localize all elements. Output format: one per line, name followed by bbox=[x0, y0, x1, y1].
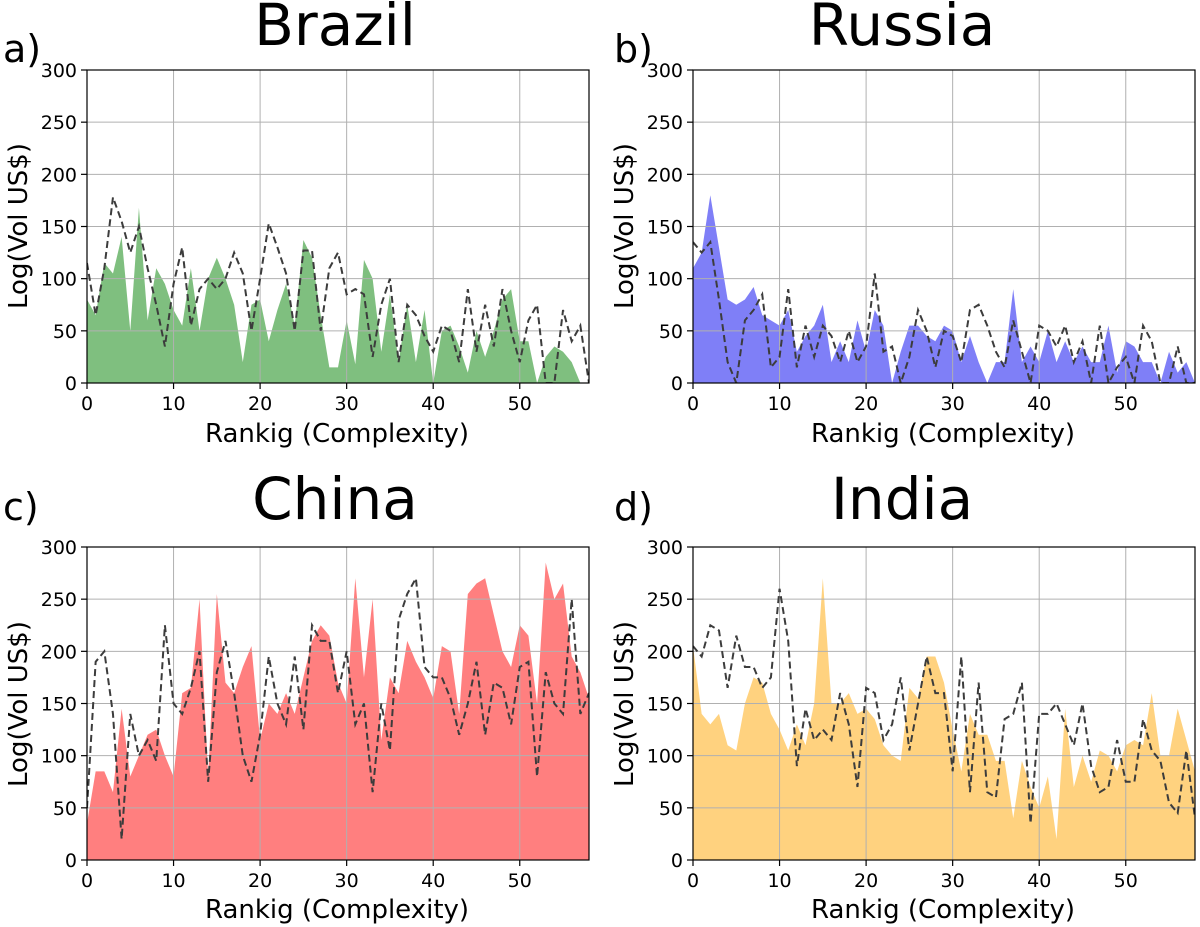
y-tick-label: 150 bbox=[41, 694, 77, 716]
x-tick-label: 30 bbox=[335, 393, 359, 415]
y-tick-label: 50 bbox=[53, 798, 77, 820]
panel-letter: b) bbox=[614, 27, 653, 71]
panel-letter: d) bbox=[614, 485, 653, 529]
x-tick-label: 30 bbox=[941, 870, 965, 892]
chart-title: India bbox=[831, 465, 973, 533]
y-tick-label: 300 bbox=[647, 537, 683, 559]
x-tick-label: 0 bbox=[81, 870, 93, 892]
y-tick-label: 100 bbox=[41, 269, 77, 291]
x-tick-label: 20 bbox=[248, 870, 272, 892]
x-tick-label: 40 bbox=[1027, 393, 1051, 415]
x-tick-label: 10 bbox=[161, 393, 185, 415]
area-series bbox=[693, 578, 1195, 860]
line-series bbox=[693, 588, 1195, 824]
y-tick-label: 200 bbox=[41, 164, 77, 186]
x-tick-label: 10 bbox=[767, 870, 791, 892]
y-tick-label: 0 bbox=[65, 850, 77, 872]
x-tick-label: 0 bbox=[81, 393, 93, 415]
y-tick-label: 50 bbox=[659, 321, 683, 343]
line-series bbox=[693, 239, 1195, 383]
x-tick-label: 30 bbox=[335, 870, 359, 892]
y-tick-label: 250 bbox=[647, 112, 683, 134]
x-tick-label: 20 bbox=[854, 870, 878, 892]
plot-area: 0 10 20 30 40 50 0 50 100 150 200 250 300 bbox=[647, 537, 1196, 892]
y-axis-label: Log(Vol US$) bbox=[4, 621, 34, 787]
x-tick-label: 40 bbox=[1027, 870, 1051, 892]
chart-title: China bbox=[252, 465, 418, 533]
y-tick-label: 200 bbox=[41, 641, 77, 663]
x-axis-label: Rankig (Complexity) bbox=[205, 895, 469, 925]
y-tick-label: 300 bbox=[41, 60, 77, 82]
y-tick-label: 250 bbox=[41, 589, 77, 611]
panel-letter: c) bbox=[3, 485, 39, 529]
x-tick-label: 10 bbox=[767, 393, 791, 415]
x-tick-label: 30 bbox=[941, 393, 965, 415]
x-tick-label: 10 bbox=[161, 870, 185, 892]
panel-russia: b) Russia 0 10 20 30 40 50050100150200250300 … bbox=[610, 0, 1196, 449]
y-axis-label: Log(Vol US$) bbox=[4, 143, 34, 309]
chart-title: Russia bbox=[809, 0, 996, 59]
y-tick-label: 300 bbox=[41, 537, 77, 559]
y-tick-label: 50 bbox=[53, 321, 77, 343]
x-tick-label: 50 bbox=[508, 393, 532, 415]
y-tick-label: 100 bbox=[647, 746, 683, 768]
x-tick-label: 50 bbox=[1114, 393, 1138, 415]
y-tick-label: 150 bbox=[647, 694, 683, 716]
y-tick-label: 50 bbox=[659, 798, 683, 820]
plot-area: 0 10 20 30 40 50 0 50 100 150 200 250 300 bbox=[41, 537, 590, 892]
y-tick-label: 0 bbox=[671, 850, 683, 872]
x-tick-label: 20 bbox=[854, 393, 878, 415]
y-tick-label: 100 bbox=[647, 269, 683, 291]
y-tick-label: 0 bbox=[671, 373, 683, 395]
chart-title: Brazil bbox=[254, 0, 416, 59]
x-tick-label: 50 bbox=[508, 870, 532, 892]
x-tick-label: 40 bbox=[421, 393, 445, 415]
line-series bbox=[87, 196, 589, 383]
panel-india: d) India 0 10 20 30 40 50 0 50 100 150 200 250 300 R… bbox=[610, 465, 1196, 925]
x-tick-label: 50 bbox=[1114, 870, 1138, 892]
area-series bbox=[87, 207, 589, 383]
area-series bbox=[87, 562, 589, 860]
panel-brazil: a) Brazil 0 10 20 30 40 50050100150200250300 … bbox=[3, 0, 590, 449]
y-tick-label: 200 bbox=[647, 641, 683, 663]
y-tick-label: 150 bbox=[647, 217, 683, 239]
x-axis-label: Rankig (Complexity) bbox=[811, 419, 1075, 449]
x-axis-label: Rankig (Complexity) bbox=[205, 419, 469, 449]
y-axis-label: Log(Vol US$) bbox=[610, 621, 640, 787]
y-tick-label: 300 bbox=[647, 60, 683, 82]
x-tick-label: 40 bbox=[421, 870, 445, 892]
y-tick-label: 150 bbox=[41, 217, 77, 239]
y-tick-label: 250 bbox=[647, 589, 683, 611]
x-tick-label: 0 bbox=[687, 870, 699, 892]
x-axis-label: Rankig (Complexity) bbox=[811, 895, 1075, 925]
x-tick-label: 20 bbox=[248, 393, 272, 415]
x-tick-label: 0 bbox=[687, 393, 699, 415]
y-tick-label: 250 bbox=[41, 112, 77, 134]
y-tick-label: 200 bbox=[647, 164, 683, 186]
y-tick-label: 0 bbox=[65, 373, 77, 395]
panel-letter: a) bbox=[3, 27, 41, 71]
panel-china: c) China 0 10 20 30 40 50 0 50 100 150 200 250 300 R… bbox=[3, 465, 590, 925]
area-series bbox=[693, 195, 1195, 383]
plot-area: 0 10 20 30 40 50 0 50 100 150 200 250 300 bbox=[41, 60, 590, 415]
plot-area: 0 10 20 30 40 50 0 50 100 150 200 250 300 bbox=[647, 60, 1196, 415]
y-axis-label: Log(Vol US$) bbox=[610, 143, 640, 309]
y-tick-label: 100 bbox=[41, 746, 77, 768]
